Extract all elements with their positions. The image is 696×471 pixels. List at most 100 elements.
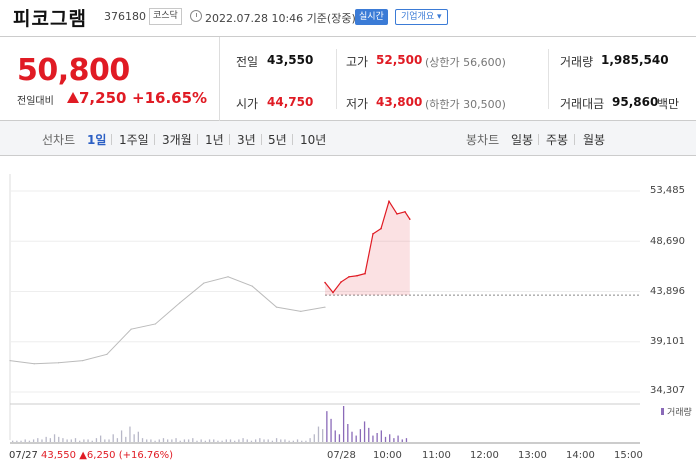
y-tick-label: 39,101 <box>650 336 685 347</box>
data-point <box>356 274 358 277</box>
volume-bar <box>200 439 202 442</box>
series-area-today <box>325 201 410 296</box>
data-point <box>33 363 35 365</box>
stock-header: 피코그램 376180 코스닥 2022.07.28 10:46 기준(장중) … <box>0 0 696 36</box>
volume-bar <box>16 440 18 442</box>
price-chart-svg <box>9 174 640 444</box>
y-tick-label: 48,690 <box>650 236 685 247</box>
period-tab-10y[interactable]: 10년 <box>300 133 327 147</box>
volume-bar <box>322 429 324 442</box>
lower-limit: (하한가 30,500) <box>425 98 506 111</box>
data-point <box>179 302 181 304</box>
volume-bar <box>368 427 370 442</box>
data-point <box>106 353 108 355</box>
data-point <box>409 218 411 220</box>
volume-bars <box>12 406 408 442</box>
volume-bar <box>133 434 135 442</box>
prev-close-value: 43,550 <box>267 53 314 67</box>
volume-bar <box>171 439 173 442</box>
company-info-button[interactable]: 기업개요 ▾ <box>395 9 448 25</box>
period-tab-1d[interactable]: 1일 <box>87 133 107 147</box>
volume-bar <box>326 411 328 442</box>
volume-bar <box>250 440 253 442</box>
quote-panel: 50,800 전일대비 7,250 +16.65% 전일 43,550 시가 4… <box>0 36 696 121</box>
data-point <box>396 213 398 215</box>
high-value: 52,500 <box>376 53 423 67</box>
volume-bar <box>12 440 14 442</box>
period-tab-1y[interactable]: 1년 <box>205 133 224 147</box>
volume-bar <box>359 429 362 442</box>
volume-legend-label: 거래량 <box>667 408 692 418</box>
x-tick-label: 13:00 <box>518 450 547 461</box>
period-tab-3y[interactable]: 3년 <box>237 133 256 147</box>
data-point <box>275 306 278 308</box>
volume-bar <box>229 439 232 442</box>
volume-bar <box>141 438 144 442</box>
market-badge: 코스닥 <box>149 8 182 25</box>
volume-bar <box>208 439 211 442</box>
volume-bar <box>99 435 102 442</box>
volume-value: 1,985,540 <box>601 53 669 67</box>
volume-bar <box>62 438 64 442</box>
volume-bar <box>162 438 165 442</box>
period-tab-5y[interactable]: 5년 <box>268 133 287 147</box>
x-tick-label: 11:00 <box>422 450 451 461</box>
open-value: 44,750 <box>267 95 314 109</box>
volume-bar <box>87 439 89 442</box>
candle-tab-daily[interactable]: 일봉 <box>511 133 534 147</box>
upper-limit: (상한가 56,600) <box>425 56 506 69</box>
series-line-prev-day <box>9 276 326 365</box>
volume-bar <box>355 435 357 442</box>
divider <box>336 49 337 109</box>
volume-bar <box>74 438 77 442</box>
data-point <box>364 272 366 275</box>
live-badge: 실시간 <box>355 9 388 25</box>
volume-bar <box>53 434 56 442</box>
volume-bar <box>204 440 207 442</box>
data-point <box>154 323 156 325</box>
volume-bar <box>246 439 248 442</box>
divider <box>111 134 112 145</box>
volume-bar <box>45 436 47 442</box>
volume-bar <box>259 438 261 442</box>
x-tick-label: 14:00 <box>566 450 595 461</box>
current-price-box: 50,800 전일대비 7,250 +16.65% <box>9 37 220 121</box>
volume-legend-swatch <box>661 408 664 415</box>
x-tick-label: 12:00 <box>470 450 499 461</box>
data-point <box>404 211 406 213</box>
volume-bar <box>70 439 72 442</box>
volume-bar <box>58 436 60 442</box>
volume-bar <box>234 440 236 442</box>
volume-bar <box>280 439 282 442</box>
period-tab-3m[interactable]: 3개월 <box>162 133 192 147</box>
high-label: 고가 <box>346 55 369 69</box>
volume-bar <box>175 438 177 442</box>
line-chart-label: 선차트 <box>42 133 76 147</box>
volume-bar <box>296 439 299 442</box>
volume-bar <box>49 438 52 442</box>
volume-bar <box>112 434 114 442</box>
candle-tab-monthly[interactable]: 월봉 <box>583 133 606 147</box>
up-arrow-icon <box>67 92 79 103</box>
volume-bar <box>317 426 320 442</box>
candle-tab-weekly[interactable]: 주봉 <box>546 133 569 147</box>
volume-bar <box>271 440 274 442</box>
price-lines <box>9 199 640 365</box>
volume-bar <box>338 434 341 442</box>
volume-bar <box>104 439 106 442</box>
data-point <box>203 282 205 284</box>
divider <box>538 134 539 145</box>
volume-bar <box>254 439 257 442</box>
chart-footer: 07/27 43,550 ▲6,250 (+16.76%) <box>9 450 173 461</box>
volume-bar <box>263 439 265 442</box>
volume-bar <box>20 440 22 442</box>
volume-bar <box>238 439 240 442</box>
footer-close: 43,550 <box>41 450 77 461</box>
volume-bar <box>28 440 31 442</box>
volume-bar <box>91 440 93 442</box>
volume-bar <box>192 438 194 442</box>
period-tab-1w[interactable]: 1주일 <box>119 133 149 147</box>
open-label: 시가 <box>236 97 259 111</box>
divider <box>229 134 230 145</box>
volume-bar <box>187 439 190 442</box>
